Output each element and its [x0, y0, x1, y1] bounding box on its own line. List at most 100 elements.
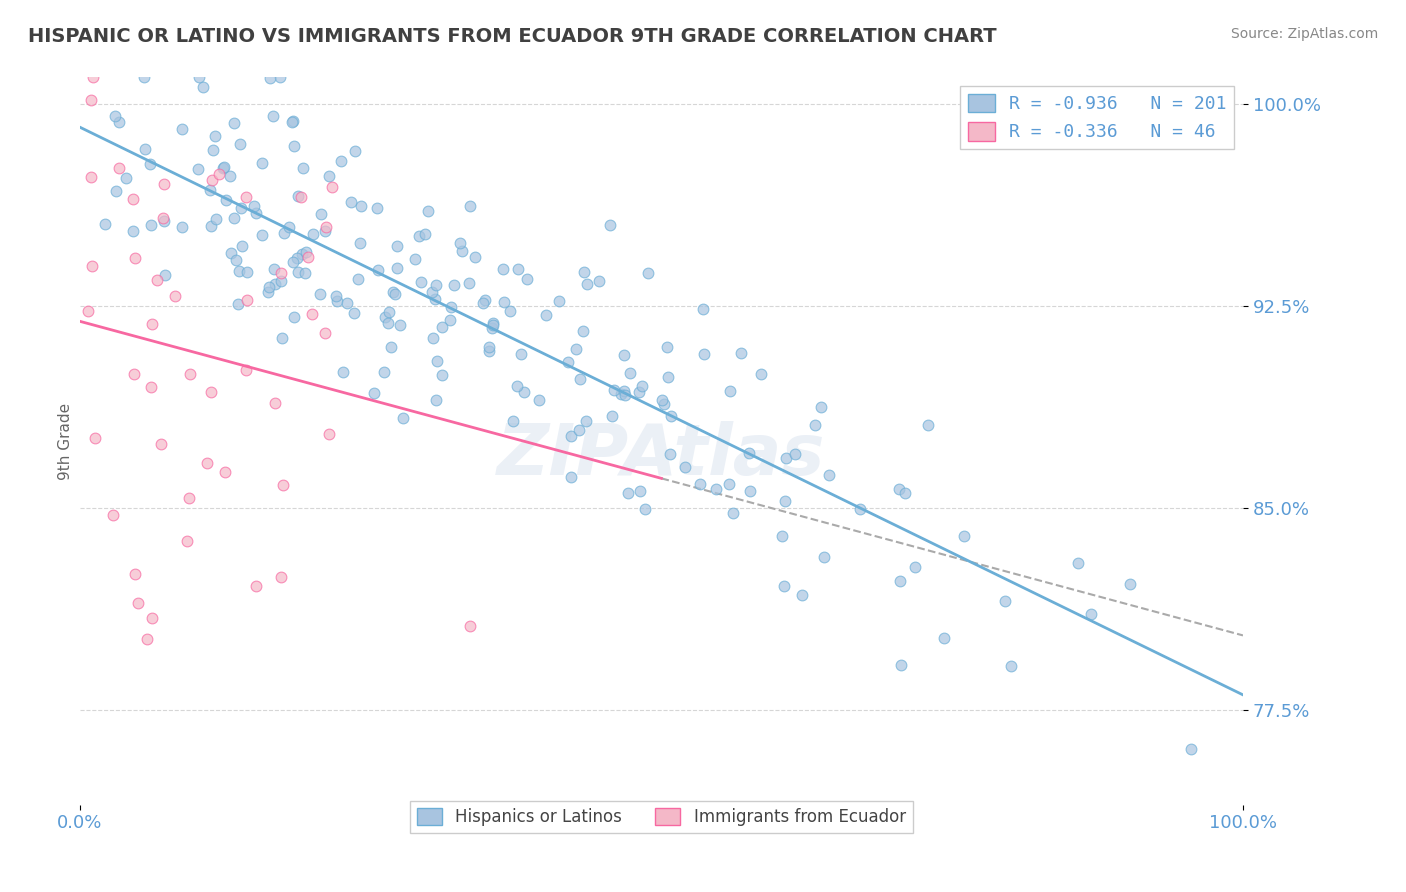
Point: [108, 161, 131, 176]
Point: [506, 261, 529, 276]
Point: [458, 277, 481, 291]
Point: [257, 285, 280, 300]
Point: [191, 80, 214, 95]
Point: [187, 70, 209, 85]
Point: [569, 372, 592, 386]
Point: [1080, 607, 1102, 622]
Point: [292, 161, 315, 176]
Point: [141, 317, 163, 331]
Y-axis label: 9th Grade: 9th Grade: [58, 402, 73, 480]
Point: [250, 155, 273, 169]
Point: [343, 306, 366, 320]
Point: [340, 195, 363, 210]
Point: [993, 594, 1015, 608]
Point: [655, 340, 678, 354]
Point: [149, 437, 172, 451]
Point: [222, 211, 245, 226]
Point: [176, 534, 198, 549]
Point: [214, 465, 236, 479]
Point: [547, 294, 569, 309]
Point: [706, 482, 728, 496]
Point: [245, 579, 267, 593]
Point: [890, 658, 912, 673]
Point: [430, 368, 453, 382]
Point: [291, 247, 314, 261]
Point: [536, 308, 558, 322]
Point: [321, 180, 343, 194]
Point: [617, 486, 640, 500]
Point: [474, 293, 496, 308]
Point: [689, 476, 711, 491]
Point: [575, 277, 598, 291]
Point: [449, 236, 471, 251]
Legend: Hispanics or Latinos, Immigrants from Ecuador: Hispanics or Latinos, Immigrants from Ec…: [411, 801, 912, 833]
Point: [283, 139, 305, 153]
Text: ZIPAtlas: ZIPAtlas: [498, 421, 825, 490]
Point: [730, 346, 752, 360]
Point: [904, 560, 927, 574]
Point: [225, 252, 247, 267]
Point: [1000, 659, 1022, 673]
Point: [506, 379, 529, 393]
Point: [273, 226, 295, 240]
Point: [179, 491, 201, 505]
Point: [472, 295, 495, 310]
Text: Source: ZipAtlas.com: Source: ZipAtlas.com: [1230, 27, 1378, 41]
Point: [478, 340, 501, 354]
Point: [425, 393, 447, 408]
Point: [325, 289, 347, 303]
Point: [347, 271, 370, 285]
Point: [170, 121, 193, 136]
Point: [263, 262, 285, 277]
Point: [773, 579, 796, 593]
Point: [309, 206, 332, 220]
Point: [179, 367, 201, 381]
Point: [423, 292, 446, 306]
Point: [659, 409, 682, 424]
Point: [218, 169, 240, 184]
Point: [350, 199, 373, 213]
Point: [349, 235, 371, 250]
Point: [440, 300, 463, 314]
Point: [228, 137, 250, 152]
Point: [387, 261, 409, 276]
Point: [409, 275, 432, 289]
Point: [290, 190, 312, 204]
Point: [1067, 557, 1090, 571]
Point: [613, 384, 636, 398]
Point: [657, 370, 679, 384]
Point: [1119, 576, 1142, 591]
Point: [235, 190, 257, 204]
Point: [153, 268, 176, 282]
Point: [212, 161, 235, 176]
Point: [200, 385, 222, 400]
Point: [387, 239, 409, 253]
Point: [264, 277, 287, 291]
Point: [309, 286, 332, 301]
Point: [80, 93, 103, 107]
Point: [932, 631, 955, 645]
Point: [723, 506, 745, 520]
Point: [599, 218, 621, 232]
Point: [141, 611, 163, 625]
Point: [572, 324, 595, 338]
Point: [278, 219, 301, 234]
Point: [631, 379, 654, 393]
Point: [380, 340, 402, 354]
Point: [628, 384, 651, 399]
Point: [810, 400, 832, 414]
Point: [652, 397, 675, 411]
Point: [124, 567, 146, 582]
Point: [82, 70, 104, 85]
Point: [773, 493, 796, 508]
Point: [478, 344, 501, 359]
Point: [231, 201, 253, 215]
Point: [502, 414, 524, 428]
Point: [917, 418, 939, 433]
Point: [1180, 742, 1202, 756]
Point: [301, 307, 323, 321]
Point: [389, 318, 412, 333]
Point: [492, 294, 515, 309]
Text: HISPANIC OR LATINO VS IMMIGRANTS FROM ECUADOR 9TH GRADE CORRELATION CHART: HISPANIC OR LATINO VS IMMIGRANTS FROM EC…: [28, 27, 997, 45]
Point: [426, 354, 449, 368]
